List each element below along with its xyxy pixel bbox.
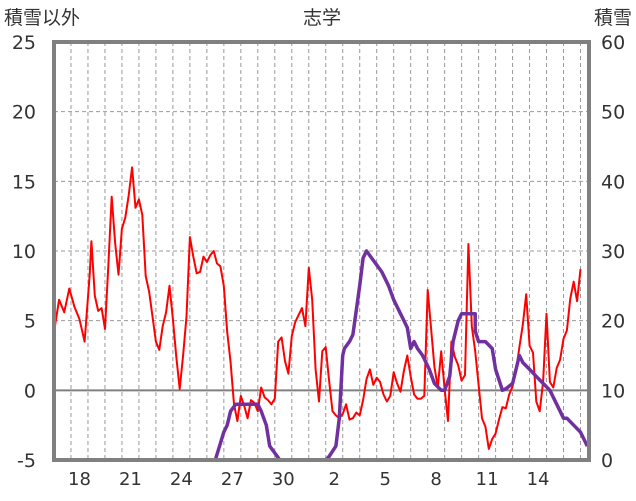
- x-tick-label: 11: [476, 469, 499, 490]
- right-axis-label: 積雪: [594, 7, 632, 29]
- series-line-2: [54, 249, 589, 462]
- x-tick-label: 8: [430, 469, 441, 490]
- right-tick-label: 60: [601, 32, 625, 54]
- right-tick-label: 40: [601, 171, 625, 193]
- right-axis-ticks: 0 10 20 30 40 50 60: [601, 32, 625, 472]
- left-axis-ticks: -5 0 5 10 15 20 25: [12, 32, 36, 472]
- right-tick-label: 10: [601, 380, 625, 402]
- x-tick-label: 24: [170, 469, 193, 490]
- series-line-1: [53, 166, 582, 450]
- left-tick-label: 25: [12, 32, 36, 54]
- series-layer: [53, 166, 589, 462]
- left-tick-label: 0: [24, 380, 36, 402]
- x-axis-ticks: 18 21 24 27 30 2 5 8 11 14: [68, 469, 549, 490]
- left-tick-label: 10: [12, 241, 36, 263]
- left-axis-label: 積雪以外: [4, 7, 80, 29]
- x-tick-label: 21: [119, 469, 142, 490]
- left-tick-label: 20: [12, 102, 36, 124]
- left-tick-label: 5: [24, 311, 36, 333]
- x-tick-label: 2: [329, 469, 340, 490]
- plot-frame: [52, 40, 591, 462]
- right-tick-label: 0: [601, 450, 613, 472]
- right-tick-label: 50: [601, 102, 625, 124]
- x-tick-label: 5: [379, 469, 390, 490]
- x-tick-label: 14: [527, 469, 550, 490]
- left-tick-label: 15: [12, 171, 36, 193]
- right-tick-label: 30: [601, 241, 625, 263]
- left-tick-label: -5: [17, 450, 36, 472]
- x-tick-label: 30: [272, 469, 295, 490]
- chart-title: 志学: [303, 7, 341, 29]
- x-tick-label: 18: [68, 469, 91, 490]
- right-tick-label: 20: [601, 311, 625, 333]
- x-tick-label: 27: [221, 469, 244, 490]
